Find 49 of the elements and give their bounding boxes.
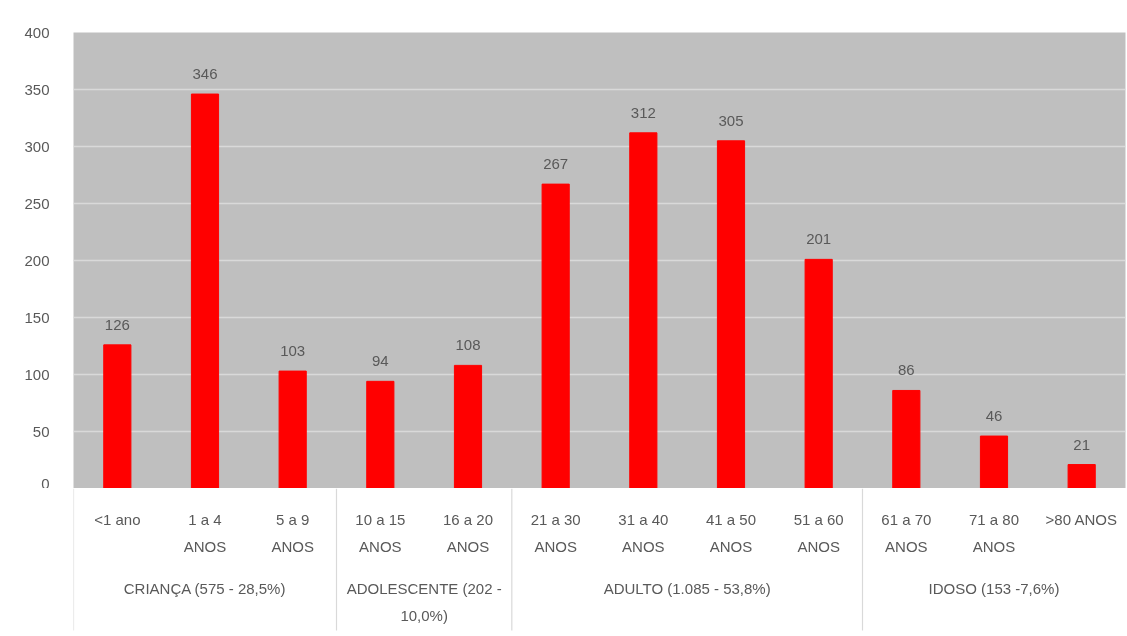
data-label: 108	[455, 336, 481, 354]
bar	[892, 389, 921, 488]
y-tick-label: 250	[24, 194, 50, 212]
data-label: 126	[104, 315, 130, 333]
y-tick-label: 100	[24, 365, 50, 383]
data-label: 305	[718, 111, 744, 129]
x-tick-label: 71 a 80 ANOS	[968, 510, 1020, 555]
bar	[278, 370, 307, 488]
bar	[190, 93, 220, 488]
y-tick-label: 200	[24, 251, 50, 269]
x-tick-label: 5 a 9 ANOS	[271, 510, 314, 555]
bar	[103, 344, 132, 488]
data-label: 86	[897, 361, 915, 379]
data-label: 312	[630, 103, 656, 121]
data-label: 46	[985, 407, 1003, 425]
y-tick-label: 50	[32, 422, 50, 440]
bar	[716, 140, 746, 488]
data-label: 267	[543, 155, 569, 173]
data-label: 21	[1073, 435, 1091, 453]
x-tick-label: 10 a 15 ANOS	[355, 510, 406, 555]
bar	[804, 258, 833, 488]
bar	[366, 380, 395, 488]
bar	[1067, 464, 1096, 488]
y-tick-label: 300	[24, 137, 50, 155]
x-tick-label: 21 a 30 ANOS	[530, 510, 581, 555]
text: ADOLESCENTE (202 - 10,0%)	[346, 579, 502, 624]
data-label: 201	[806, 230, 832, 248]
data-label: 103	[280, 342, 306, 360]
x-tick-label: <1 ano	[94, 510, 141, 528]
text: ADULTO (1.085 - 53,8%)	[603, 579, 771, 597]
bar	[629, 132, 658, 488]
data-label: 346	[192, 65, 218, 83]
x-tick-label: 31 a 40 ANOS	[618, 510, 669, 555]
text: CRIANÇA (575 - 28,5%)	[123, 579, 286, 597]
y-tick-label: 150	[24, 308, 50, 326]
y-tick-label: 400	[24, 23, 50, 41]
bar	[979, 435, 1009, 488]
y-tick-label: 0	[41, 474, 50, 492]
y-tick-label: 350	[24, 80, 50, 98]
bar	[453, 364, 483, 488]
x-tick-label: 1 a 4 ANOS	[183, 510, 227, 555]
bar	[541, 183, 570, 488]
x-tick-label: >80 ANOS	[1045, 510, 1117, 528]
x-tick-label: 16 a 20 ANOS	[442, 510, 494, 555]
x-tick-label: 41 a 50 ANOS	[705, 510, 757, 555]
x-tick-label: 61 a 70 ANOS	[881, 510, 932, 555]
x-tick-label: 51 a 60 ANOS	[793, 510, 844, 555]
data-label: 94	[371, 352, 389, 370]
text: IDOSO (153 -7,6%)	[928, 579, 1060, 597]
